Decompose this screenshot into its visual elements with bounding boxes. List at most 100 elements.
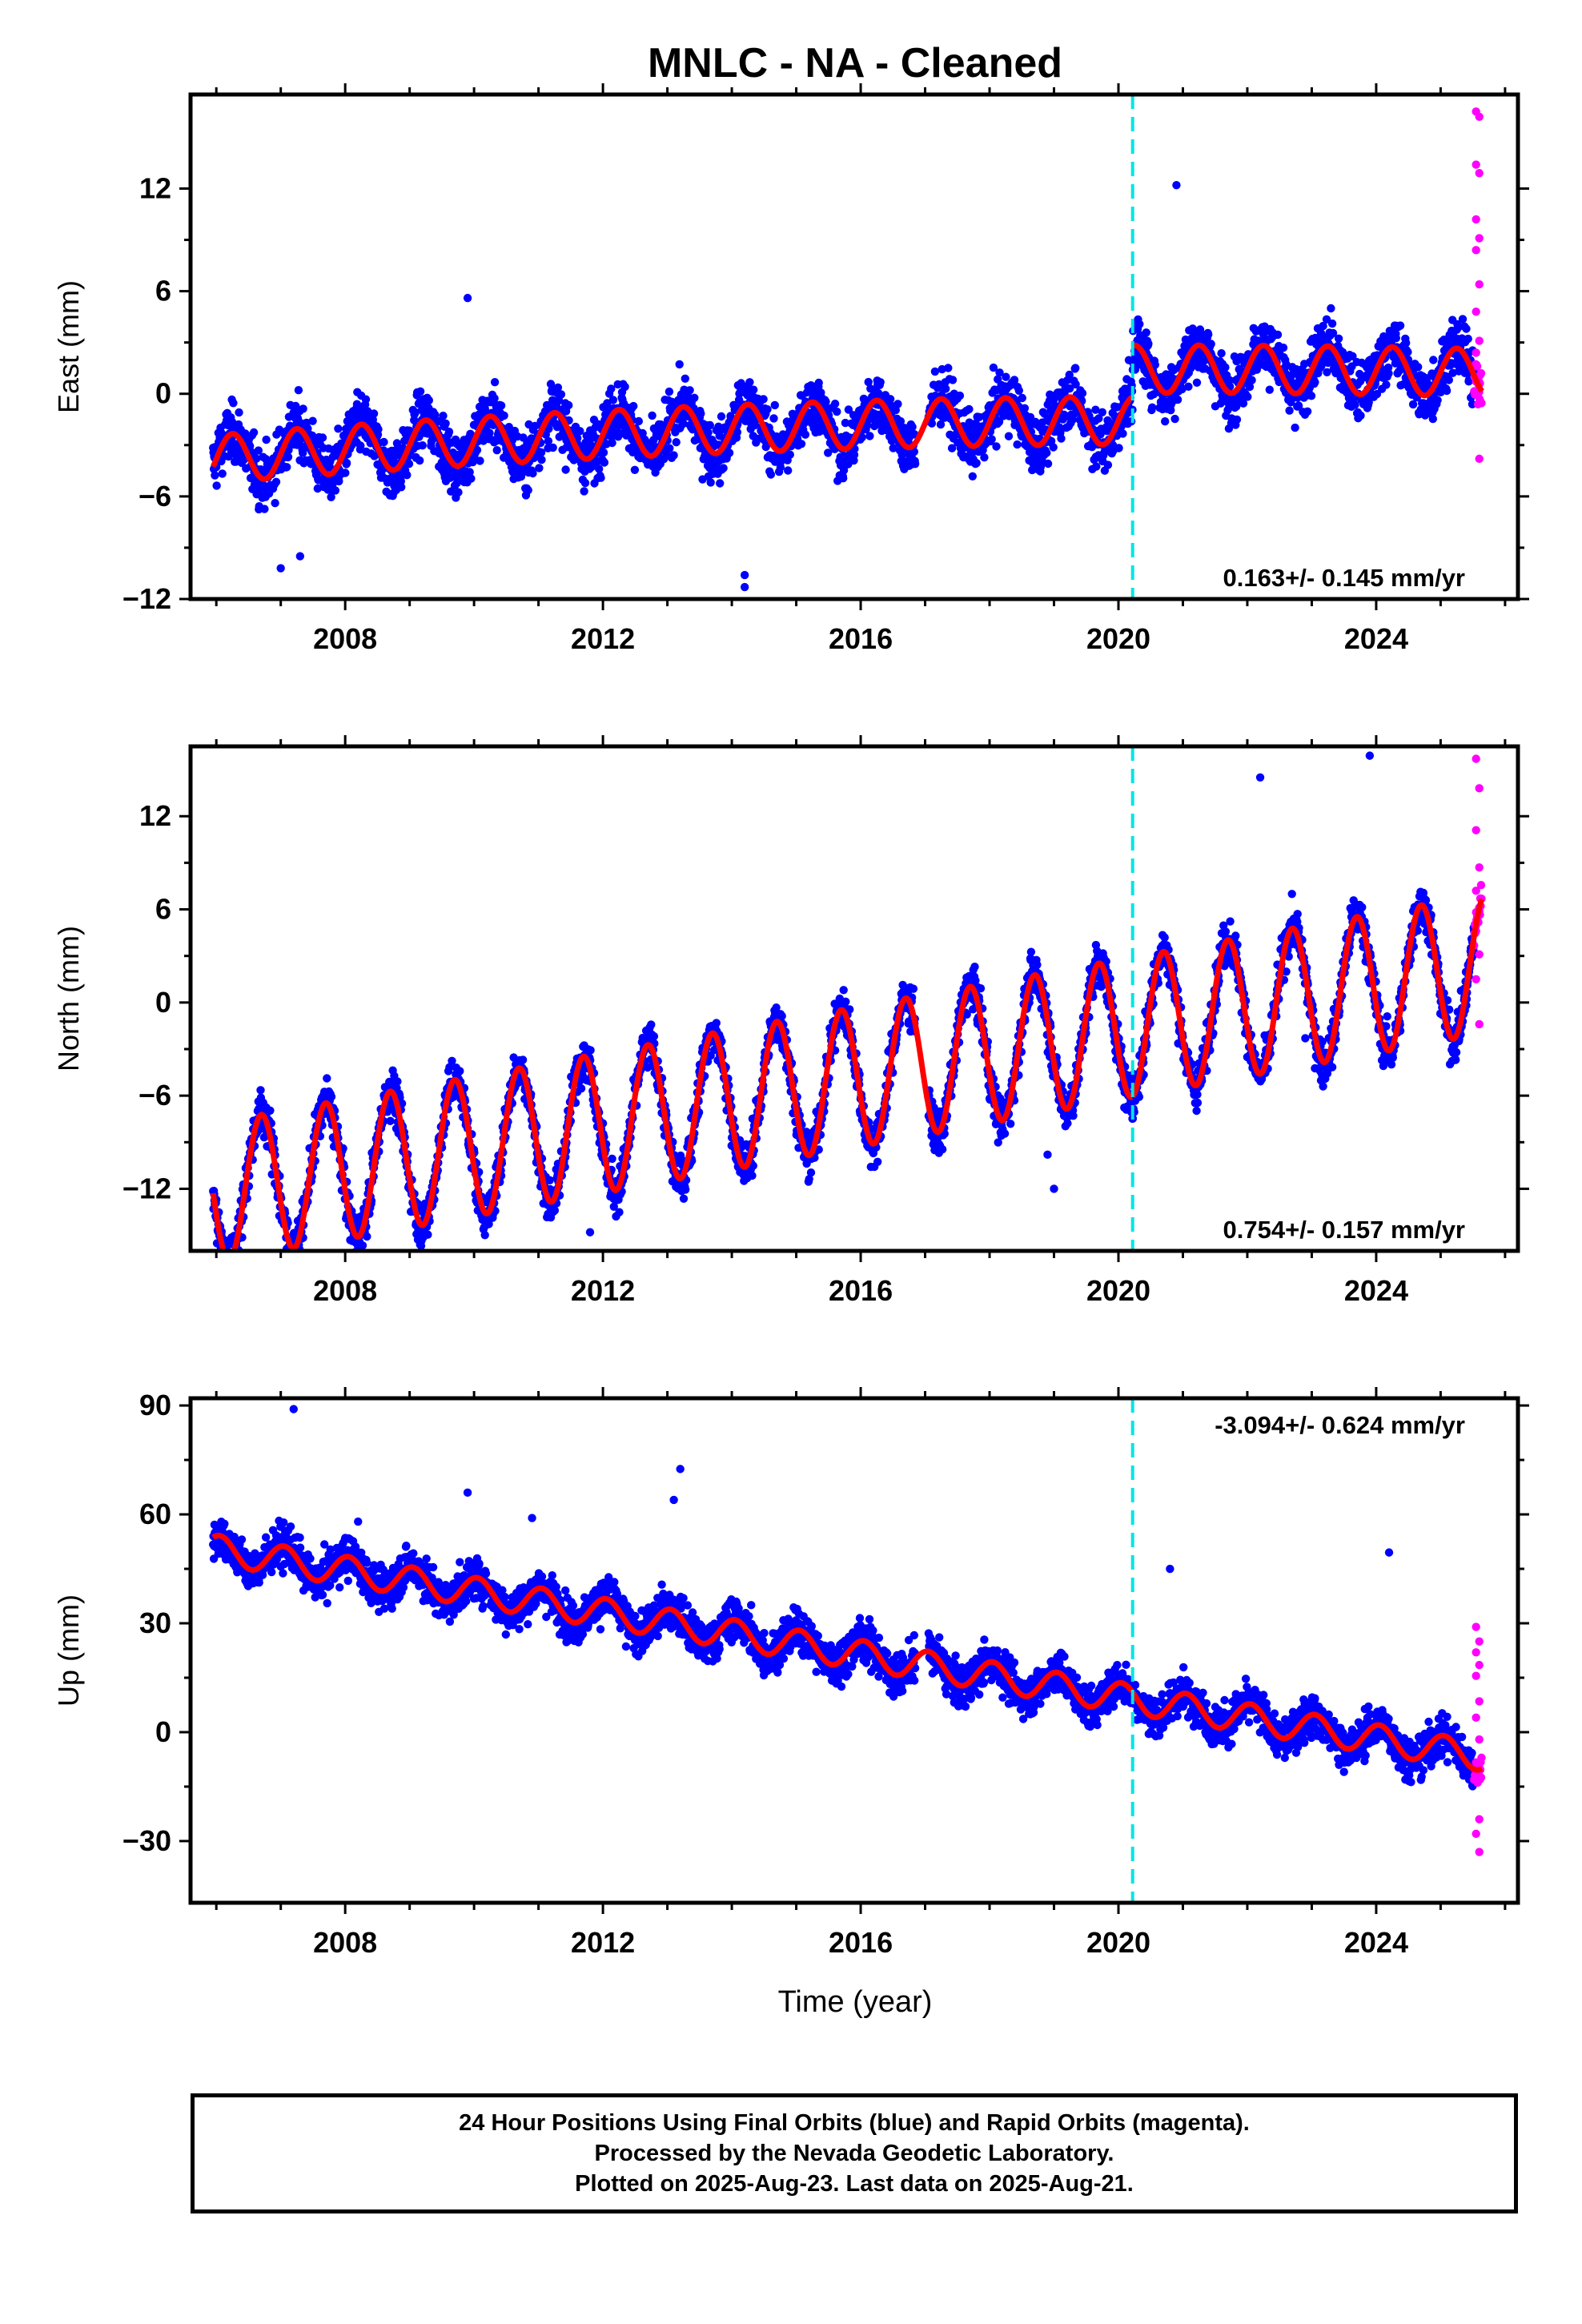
x-tick-label: 2020 [1086,622,1150,655]
final-orbit-point [224,1265,232,1273]
final-orbit-point [669,451,678,460]
final-orbit-point [994,417,1004,426]
final-orbit-point [1144,340,1153,348]
final-orbit-point [942,384,950,393]
model-curve [1130,342,1484,399]
final-orbit-point [1170,414,1179,424]
final-orbit-point [1173,395,1182,404]
final-orbit-point [496,401,506,410]
rapid-orbit-point [1472,215,1480,224]
final-orbit-point [1040,409,1049,418]
plot-area [209,94,1486,599]
final-orbit-point [797,440,806,448]
final-orbit-point [733,428,742,436]
final-orbit-point [1372,389,1382,399]
y-axis-label: East (mm) [52,280,85,413]
final-orbit-point [737,379,745,388]
final-orbit-point [1232,415,1242,424]
final-orbit-point [972,459,981,468]
final-orbit-point [987,435,996,444]
final-orbit-point [1294,401,1303,410]
final-orbit-point [235,408,243,417]
final-orbit-point [218,469,227,478]
final-orbit-point [490,394,499,403]
final-orbit-point [228,1269,236,1277]
final-orbit-point [476,456,484,465]
rapid-orbit-point [1475,112,1484,121]
final-orbit-point [948,376,958,384]
final-orbit-point [288,1254,296,1262]
final-orbit-point [230,1256,238,1265]
final-orbit-point [1010,376,1019,384]
final-orbit-outlier [740,582,749,592]
final-orbit-point [271,477,281,486]
final-orbit-point [849,450,859,460]
final-orbit-point [885,395,895,404]
final-orbit-point [480,1231,489,1240]
final-orbit-point [225,1258,233,1266]
x-tick-label: 2012 [571,622,635,655]
final-orbit-point [717,412,726,421]
final-orbit-point [439,412,448,420]
final-orbit-point [1078,388,1087,398]
final-orbit-point [327,493,335,501]
x-tick-label: 2008 [313,622,377,655]
rapid-orbit-point [1475,454,1484,464]
final-orbit-point [865,432,874,440]
final-orbit-point [992,442,1001,451]
final-orbit-point [1279,344,1288,352]
final-orbit-point [824,448,833,457]
final-orbit-point [1391,334,1401,343]
final-orbit-point [1071,364,1080,372]
final-orbit-point [1338,348,1347,356]
final-orbit-point [1395,321,1405,330]
final-orbit-point [776,463,785,472]
final-orbit-point [1323,368,1331,376]
final-orbit-point [833,407,841,416]
final-orbit-point [299,404,307,413]
final-orbit-point [290,1268,298,1276]
final-orbit-point [1319,321,1327,331]
final-orbit-point [392,439,402,448]
final-orbit-point [335,476,343,486]
final-orbit-point [1243,392,1252,401]
final-orbit-point [1351,400,1359,409]
final-orbit-point [638,428,647,438]
final-orbit-point [665,387,674,396]
final-orbit-point [1348,352,1357,360]
final-orbit-point [608,396,618,404]
final-orbit-point [1195,325,1205,334]
final-orbit-point [323,1074,331,1083]
rapid-orbit-points [1470,107,1486,464]
final-orbit-point [211,471,219,480]
final-orbit-point [576,427,584,436]
final-orbit-point [318,433,327,442]
rapid-orbit-point [1472,160,1480,169]
final-orbit-point [634,416,643,426]
final-orbit-point [1444,376,1454,384]
final-orbit-point [989,363,998,372]
final-orbit-point [334,424,343,433]
final-orbit-point [595,464,604,473]
final-orbit-point [839,474,848,483]
final-orbit-point [814,378,823,388]
final-orbit-point [287,1255,295,1263]
final-orbit-point [564,400,573,410]
final-orbit-point [1239,399,1248,408]
final-orbit-point [528,468,537,478]
final-orbit-point [308,416,317,425]
final-orbit-point [224,1262,232,1270]
final-orbit-point [212,481,221,490]
final-orbit-point [769,414,778,423]
y-tick-label: −6 [139,480,171,513]
final-orbit-point [1114,444,1123,452]
y-tick-label: 12 [139,171,171,204]
final-orbit-point [1148,403,1157,412]
final-orbit-point [283,463,291,472]
final-orbit-point [968,472,978,480]
y-tick-label: −12 [122,582,171,615]
final-orbit-point [690,393,699,402]
final-orbit-point [256,1086,265,1095]
final-orbit-point [1043,459,1053,468]
